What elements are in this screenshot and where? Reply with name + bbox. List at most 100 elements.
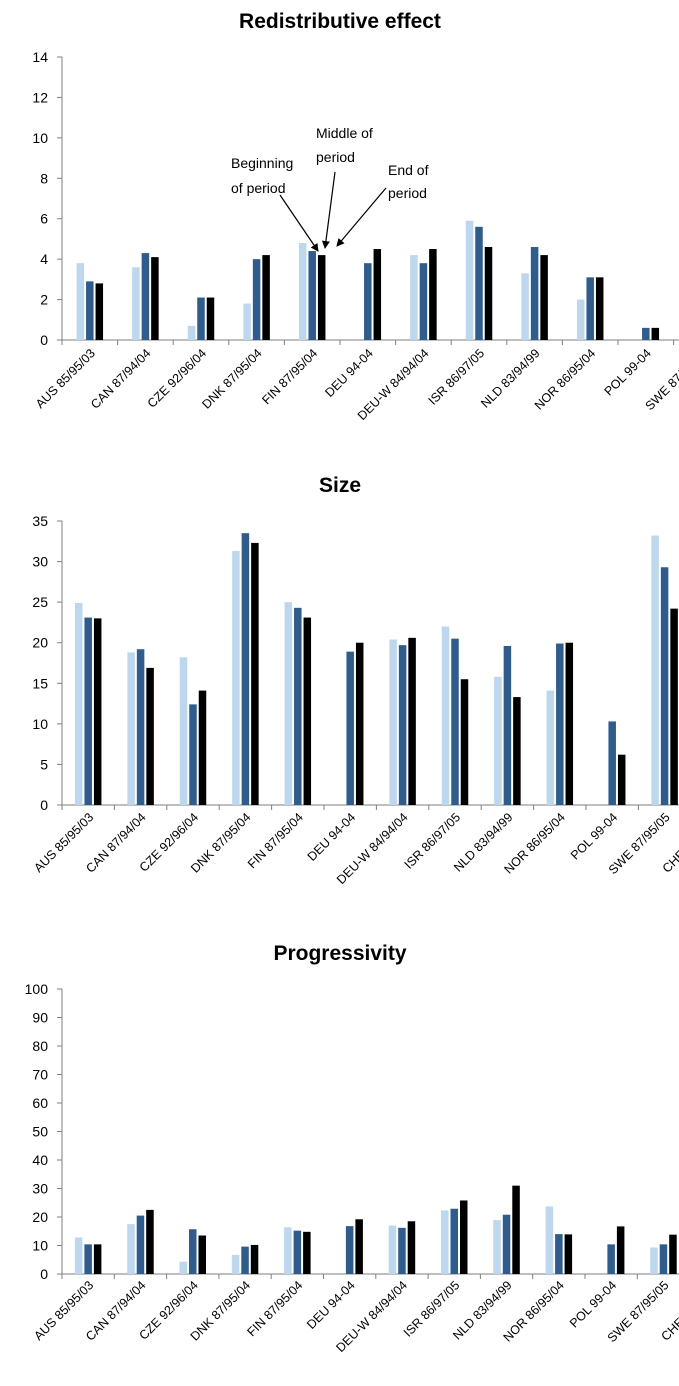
x-tick-label: DNK 87/95/04: [199, 346, 264, 411]
bar-beginning: [127, 652, 135, 805]
bar-end: [355, 642, 364, 805]
bar-end: [93, 1244, 102, 1274]
bar-beginning: [650, 1247, 658, 1274]
bar-end: [460, 679, 469, 805]
bar-beginning: [76, 263, 85, 340]
bar-end: [564, 1234, 573, 1274]
annotation-arrow: [336, 187, 387, 247]
bar-beginning: [187, 325, 196, 340]
y-tick-label: 4: [40, 251, 48, 267]
annotation-text: Middle of: [316, 125, 373, 141]
y-tick-label: 60: [32, 1095, 48, 1111]
y-tick-label: 6: [40, 211, 48, 227]
bar-middle: [555, 1234, 563, 1274]
bar-end: [206, 297, 215, 340]
y-tick-label: 10: [32, 716, 48, 732]
bar-middle: [308, 251, 316, 340]
bar-beginning: [388, 1225, 397, 1274]
x-tick-label: CAN 87/94/04: [88, 346, 153, 411]
bar-end: [669, 1234, 677, 1274]
y-tick-label: 100: [25, 981, 49, 997]
bar-beginning: [284, 1227, 292, 1274]
bar-end: [670, 608, 678, 805]
annotation-text: of period: [231, 180, 285, 196]
bar-beginning: [493, 1220, 501, 1274]
bar-middle: [293, 1230, 302, 1274]
x-tick-label: POL 99-04: [567, 1278, 619, 1330]
bar-beginning: [74, 1237, 83, 1274]
bar-middle: [241, 533, 250, 805]
y-tick-label: 30: [32, 1181, 48, 1197]
bar-middle: [364, 263, 372, 340]
bar-beginning: [441, 1210, 449, 1274]
annotation-arrow: [321, 171, 336, 249]
bar-end: [512, 1185, 520, 1274]
bar-end: [651, 327, 660, 340]
bar-middle: [450, 1208, 458, 1274]
y-tick-label: 90: [32, 1010, 48, 1026]
y-tick-label: 40: [32, 1152, 48, 1168]
annotation-text: End of: [388, 162, 429, 178]
bar-end: [317, 255, 326, 340]
bar-end: [355, 1219, 363, 1274]
chart-title: Size: [319, 474, 361, 497]
bar-end: [250, 1244, 259, 1274]
annotation-text: period: [316, 149, 355, 165]
bar-end: [595, 277, 604, 340]
annotation-text: period: [388, 185, 427, 201]
bar-middle: [189, 704, 197, 805]
bar-end: [303, 1231, 311, 1274]
y-tick-label: 10: [32, 1238, 48, 1254]
bar-middle: [241, 1246, 249, 1274]
chart-title: Redistributive effect: [239, 10, 441, 33]
y-tick-label: 14: [32, 49, 48, 65]
bar-end: [616, 1226, 625, 1274]
y-tick-label: 20: [32, 1209, 48, 1225]
bar-middle: [475, 226, 483, 340]
bar-beginning: [231, 1254, 240, 1274]
bar-beginning: [298, 242, 307, 340]
y-tick-label: 0: [40, 797, 48, 813]
bar-middle: [608, 721, 616, 805]
bar-end: [146, 1209, 154, 1274]
x-tick-label: FIN 87/95/04: [259, 346, 320, 407]
bar-end: [429, 249, 437, 340]
y-tick-label: 0: [40, 1266, 48, 1282]
bar-end: [460, 1200, 468, 1274]
y-tick-label: 70: [32, 1067, 48, 1083]
x-tick-label: POL 99-04: [602, 346, 654, 398]
bar-middle: [197, 297, 205, 340]
y-tick-label: 30: [32, 554, 48, 570]
bar-end: [151, 257, 159, 340]
bar-beginning: [441, 626, 450, 805]
y-tick-label: 20: [32, 635, 48, 651]
bar-beginning: [546, 690, 555, 805]
x-tick-label: POL 99-04: [568, 810, 620, 862]
bar-beginning: [243, 303, 251, 340]
bar-middle: [660, 567, 669, 805]
bar-beginning: [651, 535, 659, 805]
y-tick-label: 50: [32, 1124, 48, 1140]
chart-title: Progressivity: [273, 942, 406, 965]
bar-beginning: [389, 639, 397, 805]
bar-end: [373, 249, 382, 340]
y-tick-label: 80: [32, 1038, 48, 1054]
bar-middle: [586, 277, 594, 340]
x-tick-label: FIN 87/95/04: [245, 810, 306, 871]
bar-beginning: [545, 1206, 554, 1274]
bar-end: [198, 690, 207, 805]
bar-end: [251, 542, 259, 805]
bar-end: [408, 637, 416, 805]
y-tick-label: 35: [32, 513, 48, 529]
bar-beginning: [410, 255, 418, 340]
bar-middle: [503, 645, 512, 805]
bar-end: [617, 754, 626, 805]
bar-middle: [345, 1226, 354, 1274]
bar-end: [303, 617, 312, 805]
bar-end: [565, 642, 574, 805]
bar-beginning: [576, 299, 585, 340]
bar-beginning: [521, 273, 529, 340]
